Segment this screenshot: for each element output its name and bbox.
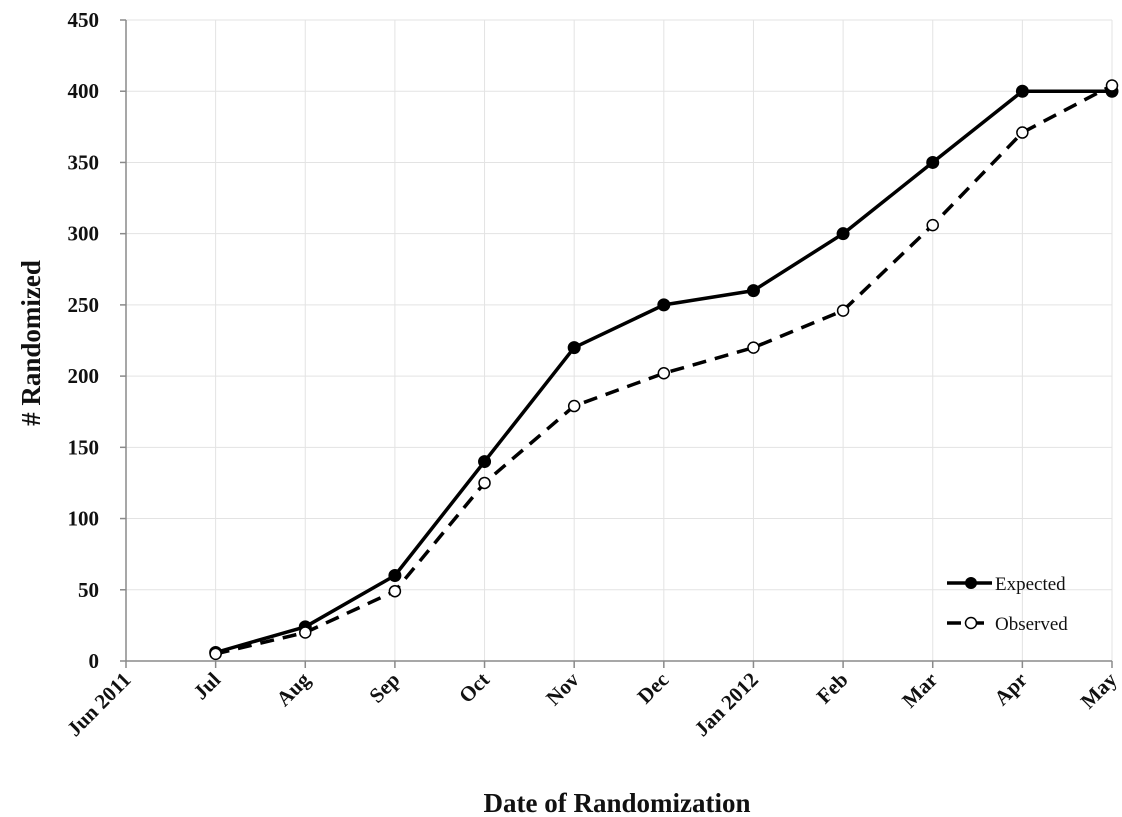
y-tick-label: 250 xyxy=(68,293,100,317)
series-observed xyxy=(209,79,1119,661)
data-point-expected xyxy=(657,298,671,312)
data-point-observed xyxy=(1016,126,1029,139)
y-tick-label: 400 xyxy=(68,79,100,103)
y-tick-label: 150 xyxy=(68,435,100,459)
data-point-expected xyxy=(836,227,850,241)
legend: Expected Observed xyxy=(947,574,1068,635)
data-point-observed xyxy=(657,367,671,380)
data-point-expected xyxy=(746,284,760,298)
series-line-observed xyxy=(215,83,1113,656)
y-tick-label: 200 xyxy=(68,364,100,388)
x-tick-label: Sep xyxy=(364,668,404,708)
data-point-expected xyxy=(478,455,492,469)
data-point-observed xyxy=(1105,79,1119,92)
x-tick-label: May xyxy=(1076,667,1122,713)
x-tick-label: Feb xyxy=(812,668,853,709)
x-tick-label: Jun 2011 xyxy=(62,668,136,742)
data-point-expected xyxy=(1015,84,1029,98)
data-point-observed xyxy=(926,218,939,232)
data-point-observed xyxy=(836,304,850,317)
grid xyxy=(126,19,1113,661)
y-tick-label: 50 xyxy=(78,578,99,602)
data-point-observed xyxy=(747,341,760,354)
data-point-observed xyxy=(388,584,402,598)
x-tick-label: Mar xyxy=(897,668,942,713)
axes: 0 50 100 150 200 250 300 350 400 450 Jun 2011 Jul Au… xyxy=(62,8,1122,741)
x-tick-label: Apr xyxy=(989,668,1032,711)
x-tick-label: Jan 2012 xyxy=(689,668,762,741)
legend-label: Expected xyxy=(995,574,1066,595)
data-point-observed xyxy=(299,626,312,639)
legend-item-expected: Expected xyxy=(947,574,1066,595)
series xyxy=(209,79,1119,661)
data-point-expected xyxy=(926,155,940,169)
legend-marker xyxy=(965,577,977,589)
data-point-expected xyxy=(567,341,581,355)
x-tick-label: Dec xyxy=(632,668,673,709)
y-axis-title: # Randomized xyxy=(16,260,46,426)
y-tick-label: 100 xyxy=(68,507,100,531)
y-tick-label: 450 xyxy=(68,8,100,32)
legend-item-observed: Observed xyxy=(947,614,1068,635)
x-tick-label: Oct xyxy=(454,668,494,708)
data-point-observed xyxy=(209,647,222,661)
data-point-observed xyxy=(567,399,581,413)
legend-marker xyxy=(964,616,978,630)
x-tick-label: Nov xyxy=(541,667,584,710)
x-axis-title: Date of Randomization xyxy=(484,788,751,817)
data-point-expected xyxy=(388,569,402,583)
y-tick-label: 350 xyxy=(68,150,100,174)
y-tick-label: 300 xyxy=(68,222,100,246)
x-tick-label: Jul xyxy=(188,667,225,704)
data-point-observed xyxy=(478,476,491,490)
x-tick-label: Aug xyxy=(271,667,315,711)
legend-label: Observed xyxy=(995,614,1068,635)
y-tick-label: 0 xyxy=(89,649,100,673)
